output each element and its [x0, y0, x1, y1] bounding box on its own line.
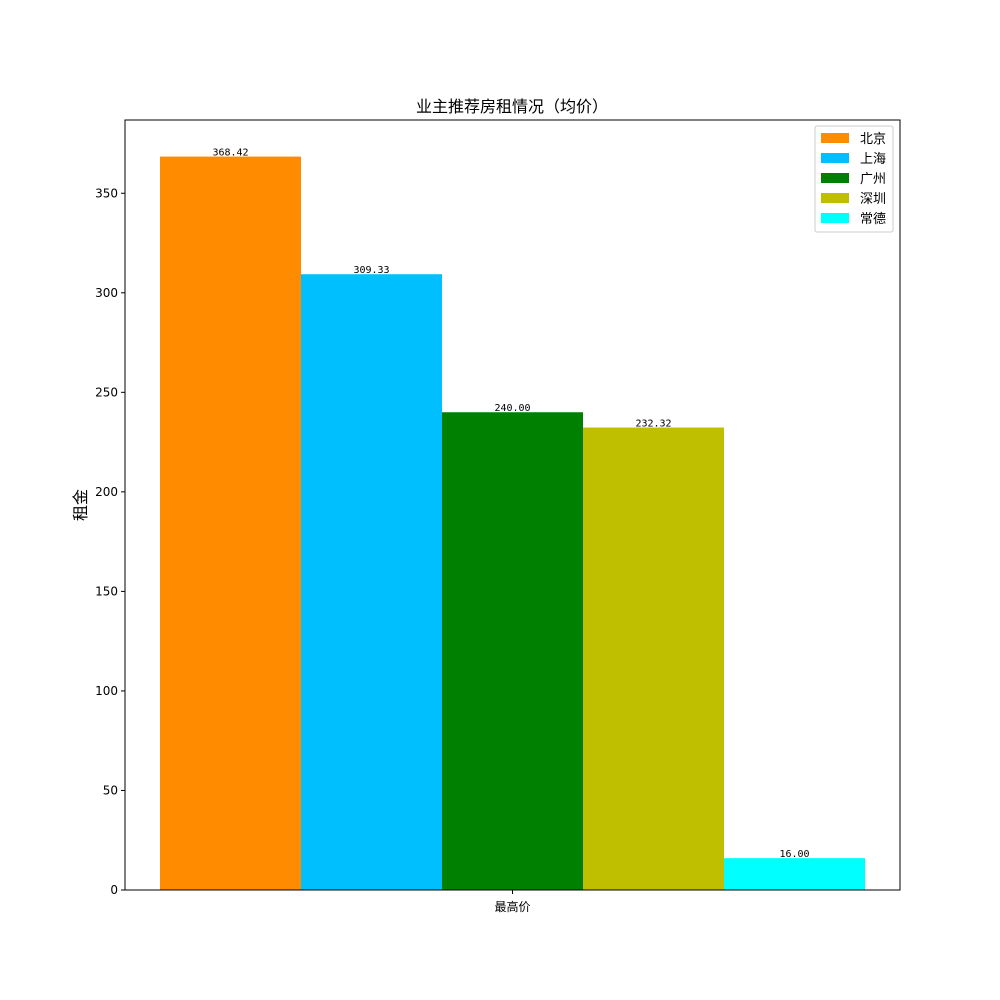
y-tick-label: 100 [95, 684, 118, 698]
y-tick-label: 300 [95, 286, 118, 300]
legend-label-2: 上海 [860, 152, 886, 167]
legend-label-3: 广州 [860, 172, 886, 187]
x-axis: 最高价 [494, 890, 531, 914]
data-label-4: 232.32 [635, 419, 671, 430]
legend-swatch-2 [821, 153, 849, 163]
legend-label-4: 深圳 [860, 192, 886, 207]
data-label-3: 240.00 [494, 403, 530, 414]
y-tick-label: 150 [95, 584, 118, 598]
legend-swatch-5 [821, 213, 849, 223]
data-label-2: 309.33 [353, 265, 389, 276]
y-tick-label: 50 [103, 783, 118, 797]
y-axis-label: 租金 [71, 489, 90, 521]
legend-label-1: 北京 [860, 132, 886, 147]
data-label-1: 368.42 [212, 148, 248, 159]
y-tick-label: 350 [95, 186, 118, 200]
y-axis: 0 50 100 150 200 250 300 350 [95, 186, 125, 897]
chart-title: 业主推荐房租情况（均价） [416, 97, 608, 116]
legend-swatch-1 [821, 133, 849, 143]
y-tick-label: 200 [95, 485, 118, 499]
bar-1 [160, 156, 301, 890]
data-labels-group: 368.42 309.33 240.00 232.32 16.00 [212, 148, 809, 861]
legend-swatch-4 [821, 193, 849, 203]
bar-4 [583, 427, 724, 890]
bars-group [160, 156, 865, 890]
bar-3 [442, 412, 583, 890]
legend-swatch-3 [821, 173, 849, 183]
y-tick-label: 0 [110, 883, 118, 897]
legend-label-5: 常德 [860, 212, 886, 227]
bar-2 [301, 274, 442, 890]
bar-5 [724, 858, 865, 890]
data-label-5: 16.00 [779, 849, 809, 860]
y-tick-label: 250 [95, 385, 118, 399]
legend-box [814, 125, 894, 233]
x-tick-label: 最高价 [494, 899, 530, 914]
